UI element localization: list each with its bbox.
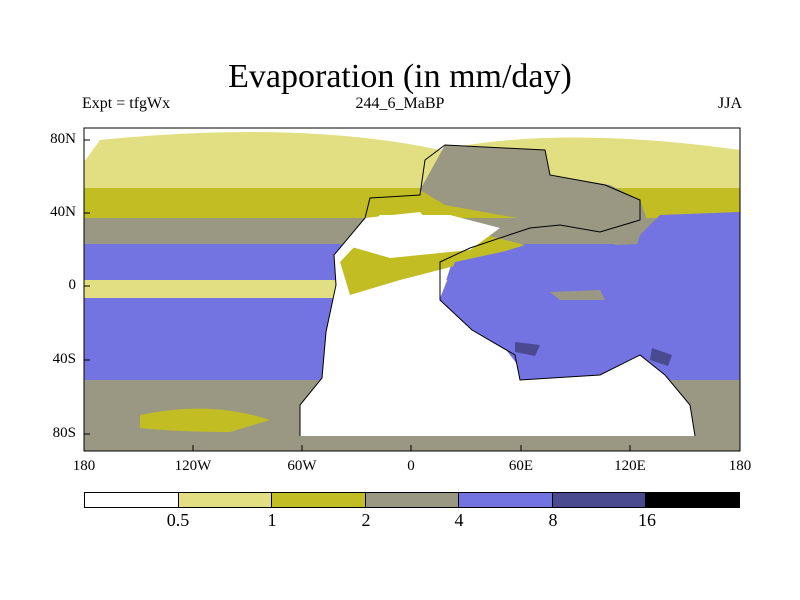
colorbar-label-0-5: 0.5: [166, 510, 190, 530]
southern-olive-patch: [140, 408, 270, 432]
lat-label-0: 0: [68, 277, 77, 293]
map-frame: [83, 127, 741, 452]
northern-pale-patch: [84, 132, 740, 162]
navy-patch-east: [650, 348, 672, 366]
lon-label-60e: 60E: [508, 458, 534, 474]
colorbar-label-1: 1: [267, 510, 277, 530]
map-field: [84, 128, 740, 451]
age-label: 244_6_MaBP: [355, 95, 445, 112]
coastline: [299, 144, 696, 437]
lon-label-0: 0: [407, 458, 415, 474]
lon-label-120w: 120W: [174, 458, 212, 474]
colorbar-label-8: 8: [548, 510, 558, 530]
lon-label-120e: 120E: [614, 458, 646, 474]
colorbar-seg-0: [85, 493, 179, 507]
colorbar-seg-1: [178, 493, 273, 507]
plot-title: Evaporation (in mm/day): [228, 58, 572, 95]
colorbar-seg-6: [646, 493, 740, 507]
lon-label-180w: 180: [72, 458, 96, 474]
lat-label-80n: 80N: [50, 131, 76, 147]
colorbar-label-16: 16: [638, 510, 656, 530]
experiment-label: Expt = tfgWx: [82, 95, 171, 112]
lon-label-60w: 60W: [287, 458, 317, 474]
colorbar-seg-5: [552, 493, 647, 507]
lat-label-40n: 40N: [50, 204, 76, 220]
central-white-region: [345, 215, 500, 258]
colorbar-seg-4: [459, 493, 553, 507]
northern-landmass-gray: [420, 145, 640, 230]
navy-patch-west: [515, 342, 540, 356]
colorbar-seg-3: [365, 493, 460, 507]
colorbar-label-4: 4: [454, 510, 464, 530]
lat-label-80s: 80S: [52, 425, 76, 441]
lon-label-180e: 180: [728, 458, 752, 474]
colorbar-label-2: 2: [361, 510, 371, 530]
colorbar: [84, 492, 740, 508]
axis-ticks: [83, 139, 741, 451]
inland-gray-sea: [550, 290, 605, 300]
lat-label-40s: 40S: [52, 351, 76, 367]
band-pale-north: [84, 160, 740, 188]
season-label: JJA: [717, 95, 742, 112]
colorbar-seg-2: [272, 493, 366, 507]
